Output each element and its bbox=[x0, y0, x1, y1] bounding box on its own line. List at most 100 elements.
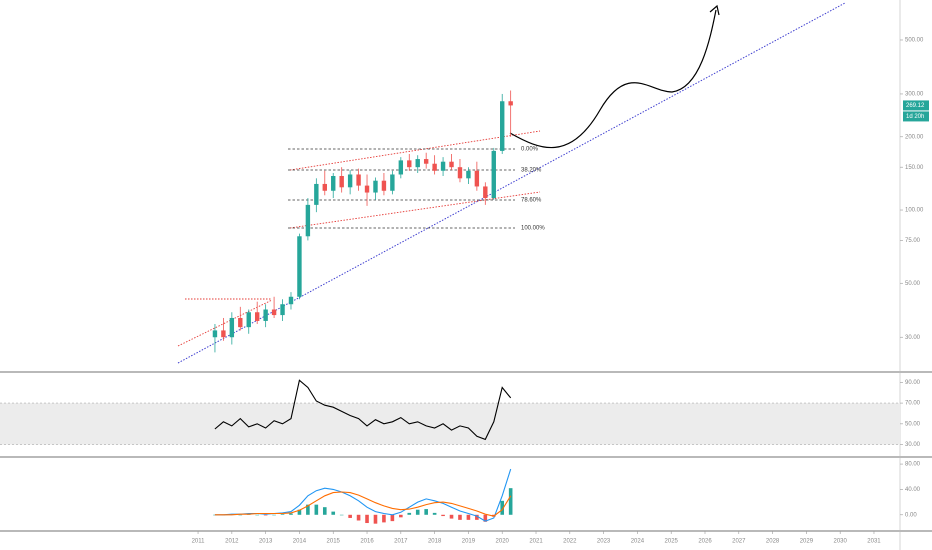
histogram-bar bbox=[458, 514, 462, 520]
candle-body bbox=[263, 309, 268, 321]
x-tick-label: 2015 bbox=[327, 539, 341, 545]
candle-body bbox=[254, 312, 260, 321]
candle-body bbox=[432, 163, 437, 171]
x-tick-label: 2024 bbox=[631, 539, 645, 545]
y-tick-label: 50.00 bbox=[905, 421, 921, 427]
candle-body bbox=[331, 175, 336, 191]
candle-body bbox=[390, 174, 395, 191]
histogram-bar bbox=[356, 514, 361, 521]
projection-arrow bbox=[509, 9, 717, 148]
y-tick-label: 500.00 bbox=[905, 38, 924, 44]
candle-body bbox=[339, 175, 344, 188]
candle-body bbox=[212, 330, 218, 338]
candle-body bbox=[246, 312, 251, 328]
countdown-label: 1d 20h bbox=[906, 114, 924, 120]
histogram-bar bbox=[449, 514, 454, 519]
x-tick-label: 2027 bbox=[732, 539, 746, 545]
candle-body bbox=[314, 183, 319, 205]
candle-body bbox=[508, 101, 513, 106]
histogram-bar bbox=[424, 509, 428, 515]
y-tick-label: 40.00 bbox=[905, 487, 921, 493]
histogram-bar bbox=[483, 514, 488, 522]
x-tick-label: 2025 bbox=[665, 539, 679, 545]
histogram-bar bbox=[255, 514, 259, 516]
x-tick-label: 2013 bbox=[259, 539, 273, 545]
histogram-bar bbox=[263, 514, 268, 516]
candle-body bbox=[364, 185, 370, 193]
candle-body bbox=[356, 174, 361, 186]
candle-body bbox=[415, 159, 420, 168]
candle-body bbox=[381, 180, 387, 191]
y-tick-label: 50.00 bbox=[905, 281, 921, 287]
histogram-bar bbox=[339, 514, 344, 516]
y-tick-label: 200.00 bbox=[905, 134, 924, 140]
y-tick-label: 0.00 bbox=[905, 512, 917, 518]
y-tick-label: 30.00 bbox=[905, 442, 921, 448]
x-tick-label: 2031 bbox=[867, 539, 881, 545]
candle-body bbox=[466, 170, 471, 179]
candle-body bbox=[398, 160, 404, 175]
y-tick-label: 80.00 bbox=[905, 462, 921, 468]
candle-body bbox=[449, 161, 454, 168]
x-tick-label: 2018 bbox=[428, 539, 442, 545]
histogram-bar bbox=[348, 514, 352, 518]
histogram-bar bbox=[500, 500, 505, 515]
histogram-bar bbox=[272, 514, 276, 516]
histogram-bar bbox=[407, 512, 412, 515]
last-price-badge bbox=[903, 100, 929, 111]
y-tick-label: 100.00 bbox=[905, 208, 924, 214]
candle-body bbox=[423, 159, 429, 164]
histogram-bar bbox=[238, 514, 243, 516]
x-tick-label: 2026 bbox=[698, 539, 712, 545]
candle-body bbox=[297, 236, 302, 297]
candle-body bbox=[474, 170, 480, 187]
histogram-bar bbox=[331, 511, 336, 515]
candle-body bbox=[373, 180, 378, 193]
fib-label: 38.20% bbox=[521, 168, 542, 174]
countdown-badge bbox=[903, 111, 929, 122]
histogram-bar bbox=[399, 514, 403, 518]
channel-line bbox=[177, 299, 273, 347]
x-tick-label: 2016 bbox=[360, 539, 374, 545]
candle-body bbox=[483, 186, 488, 199]
histogram-bar bbox=[280, 514, 285, 515]
histogram-bar bbox=[314, 504, 319, 515]
x-tick-label: 2022 bbox=[563, 539, 577, 545]
last-price-label: 269.12 bbox=[906, 103, 925, 109]
histogram-bar bbox=[289, 513, 293, 515]
fib-label: 78.60% bbox=[521, 198, 542, 204]
x-tick-label: 2030 bbox=[834, 539, 848, 545]
candle-body bbox=[305, 204, 311, 237]
y-tick-label: 90.00 bbox=[905, 380, 921, 386]
x-tick-label: 2014 bbox=[293, 539, 307, 545]
y-tick-label: 300.00 bbox=[905, 92, 924, 98]
channel-line bbox=[289, 130, 541, 171]
histogram-bar bbox=[415, 509, 420, 515]
x-tick-label: 2029 bbox=[800, 539, 814, 545]
candle-body bbox=[347, 174, 353, 188]
histogram-bar bbox=[322, 507, 327, 515]
candle-body bbox=[271, 309, 277, 316]
x-tick-label: 2017 bbox=[394, 539, 408, 545]
histogram-bar bbox=[382, 514, 386, 523]
indicator-line bbox=[214, 468, 512, 522]
histogram-bar bbox=[297, 509, 302, 515]
x-tick-label: 2028 bbox=[766, 539, 780, 545]
histogram-bar bbox=[475, 514, 479, 520]
histogram-bar bbox=[466, 514, 471, 520]
candle-body bbox=[440, 161, 446, 171]
histogram-bar bbox=[390, 514, 395, 522]
x-tick-label: 2011 bbox=[192, 539, 206, 545]
x-tick-label: 2023 bbox=[597, 539, 611, 545]
x-tick-label: 2020 bbox=[496, 539, 510, 545]
candle-body bbox=[407, 160, 412, 168]
candle-body bbox=[288, 296, 294, 305]
x-tick-label: 2021 bbox=[529, 539, 543, 545]
indicator-line bbox=[214, 379, 512, 441]
candle-body bbox=[221, 330, 226, 338]
candle-body bbox=[491, 150, 496, 199]
candle-body bbox=[280, 304, 285, 316]
trendline bbox=[177, 2, 846, 364]
